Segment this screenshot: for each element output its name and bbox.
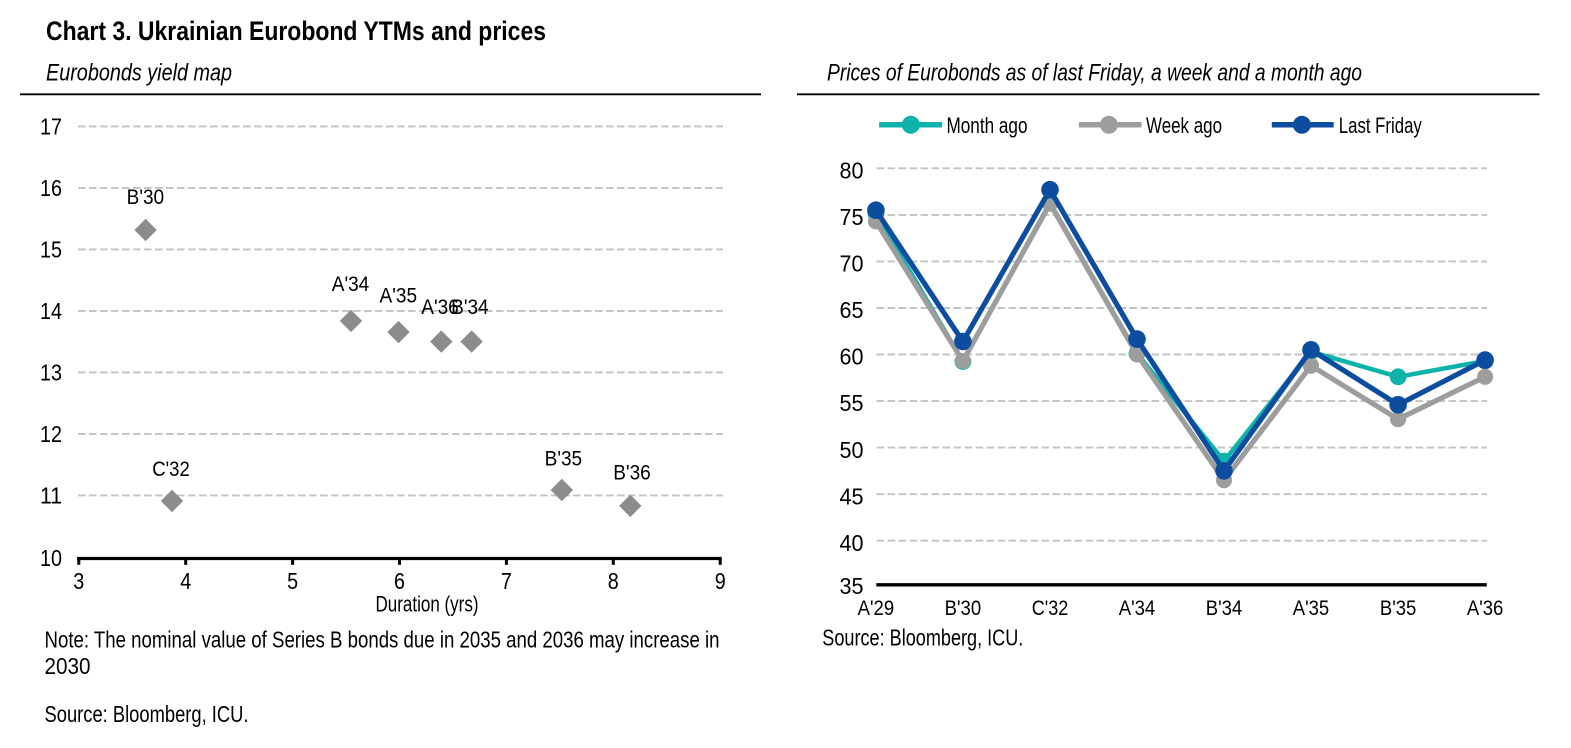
svg-text:A'36: A'36	[1467, 596, 1504, 620]
svg-text:B'30: B'30	[127, 186, 165, 209]
svg-text:B'30: B'30	[945, 596, 982, 620]
svg-text:C'32: C'32	[1032, 596, 1069, 620]
svg-text:13: 13	[40, 359, 62, 385]
svg-text:6: 6	[394, 568, 405, 594]
svg-text:Note: The nominal value of Ser: Note: The nominal value of Series B bond…	[45, 627, 720, 653]
svg-text:16: 16	[40, 175, 62, 201]
svg-text:A'35: A'35	[1293, 596, 1330, 620]
svg-text:Chart 3. Ukrainian Eurobond YT: Chart 3. Ukrainian Eurobond YTMs and pri…	[46, 16, 546, 46]
svg-text:A'36: A'36	[421, 296, 459, 319]
svg-text:12: 12	[40, 421, 62, 447]
svg-text:Week ago: Week ago	[1146, 113, 1222, 138]
svg-text:7: 7	[501, 568, 512, 594]
svg-text:10: 10	[40, 545, 62, 571]
svg-text:9: 9	[715, 568, 726, 594]
svg-text:Source: Bloomberg, ICU.: Source: Bloomberg, ICU.	[822, 625, 1023, 651]
svg-text:C'32: C'32	[152, 458, 190, 481]
svg-text:A'34: A'34	[332, 273, 370, 296]
svg-text:4: 4	[180, 568, 191, 594]
svg-text:80: 80	[840, 158, 864, 184]
svg-text:11: 11	[40, 482, 62, 508]
svg-text:Month ago: Month ago	[947, 113, 1028, 138]
svg-text:14: 14	[40, 298, 62, 324]
svg-text:75: 75	[840, 204, 864, 230]
svg-text:17: 17	[40, 113, 62, 139]
svg-text:B'34: B'34	[451, 296, 489, 319]
svg-text:65: 65	[840, 297, 864, 323]
svg-text:Source: Bloomberg, ICU.: Source: Bloomberg, ICU.	[45, 701, 249, 727]
svg-text:Prices of Eurobonds as of last: Prices of Eurobonds as of last Friday, a…	[827, 59, 1362, 86]
svg-text:5: 5	[287, 568, 298, 594]
svg-text:B'34: B'34	[1206, 596, 1243, 620]
svg-text:B'35: B'35	[1380, 596, 1417, 620]
svg-text:50: 50	[840, 437, 864, 463]
svg-text:70: 70	[840, 251, 864, 277]
svg-text:40: 40	[840, 530, 864, 556]
svg-text:45: 45	[840, 483, 864, 509]
svg-text:3: 3	[73, 568, 84, 594]
svg-text:A'34: A'34	[1119, 596, 1156, 620]
svg-text:A'29: A'29	[858, 596, 895, 620]
svg-text:55: 55	[840, 390, 864, 416]
svg-text:Eurobonds yield map: Eurobonds yield map	[46, 59, 232, 86]
svg-text:Last Friday: Last Friday	[1339, 113, 1423, 138]
svg-text:Duration (yrs): Duration (yrs)	[376, 592, 479, 617]
svg-text:2030: 2030	[45, 653, 91, 679]
svg-text:8: 8	[608, 568, 619, 594]
svg-text:15: 15	[40, 236, 62, 262]
svg-text:B'35: B'35	[545, 448, 583, 471]
svg-text:35: 35	[840, 573, 864, 599]
svg-text:60: 60	[840, 344, 864, 370]
svg-text:A'35: A'35	[380, 285, 418, 308]
svg-text:B'36: B'36	[613, 461, 651, 484]
